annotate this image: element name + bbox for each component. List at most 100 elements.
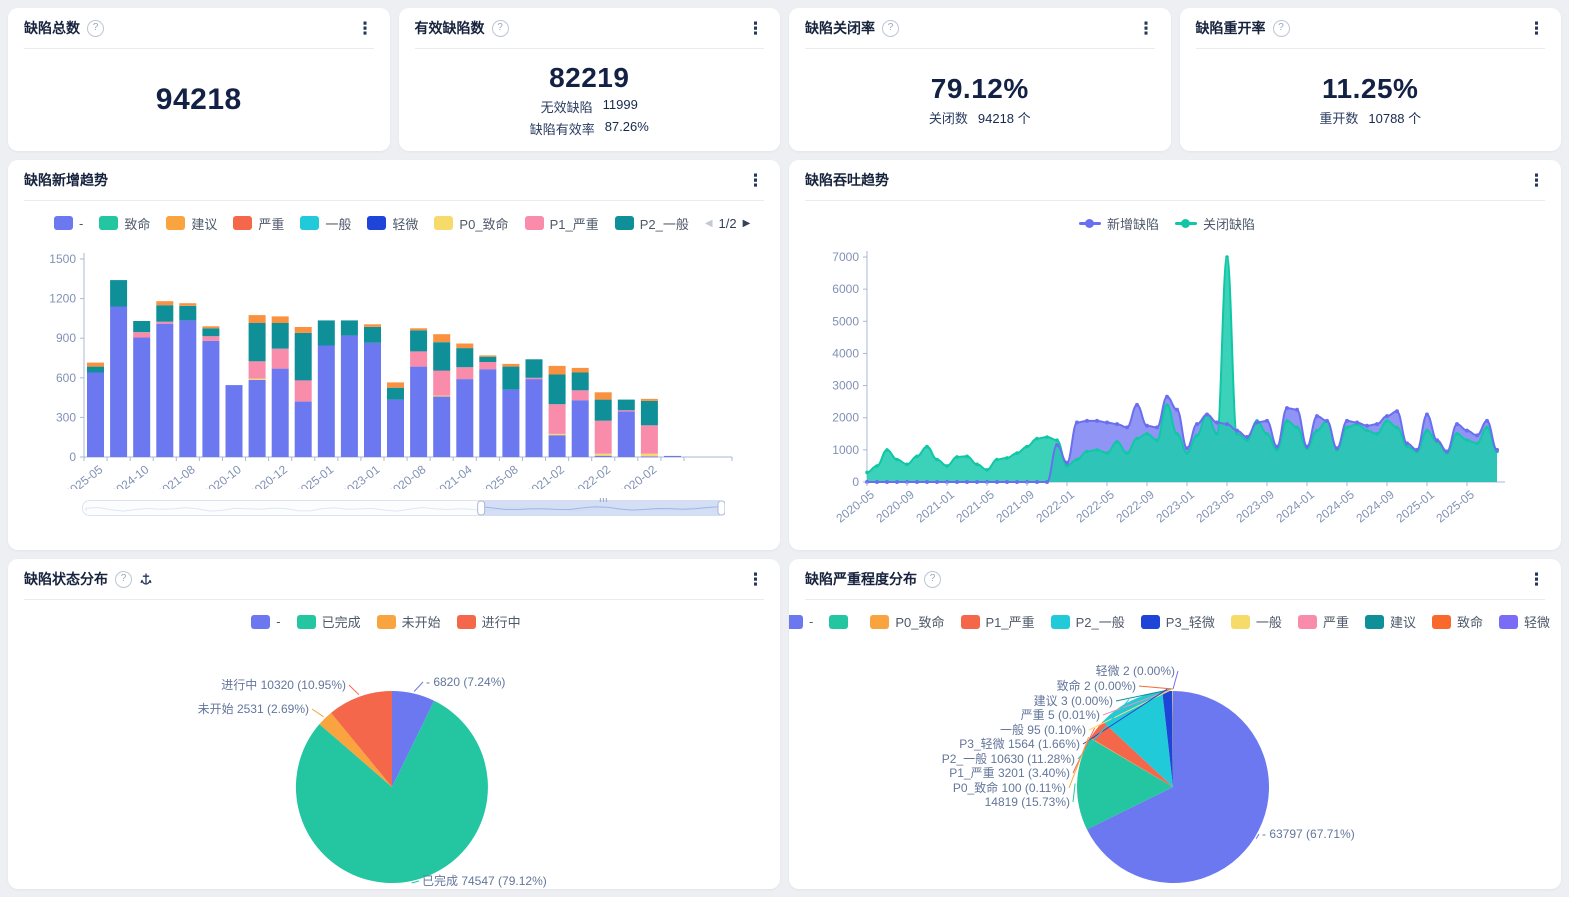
bar-segment[interactable]: [572, 373, 589, 391]
bar-segment[interactable]: [341, 336, 358, 457]
legend-item[interactable]: 新增缺陷: [1079, 214, 1159, 233]
bar-segment[interactable]: [226, 385, 243, 457]
kebab-menu-icon[interactable]: ⋮: [1138, 20, 1155, 37]
legend-item[interactable]: 关闭缺陷: [1175, 214, 1255, 233]
bar-segment[interactable]: [641, 399, 658, 401]
help-icon[interactable]: ?: [115, 571, 132, 588]
bar-segment[interactable]: [433, 342, 450, 370]
bar-segment[interactable]: [595, 392, 612, 399]
data-zoom-slider[interactable]: [82, 497, 732, 519]
bar-segment[interactable]: [618, 410, 635, 411]
bar-segment[interactable]: [133, 332, 150, 337]
bar-segment[interactable]: [479, 357, 496, 362]
bar-segment[interactable]: [272, 349, 289, 369]
bar-segment[interactable]: [133, 321, 150, 332]
bar-segment[interactable]: [295, 402, 312, 457]
bar-segment[interactable]: [410, 351, 427, 366]
bar-segment[interactable]: [295, 327, 312, 333]
legend-item[interactable]: 严重: [1298, 612, 1349, 631]
bar-segment[interactable]: [364, 327, 381, 343]
bar-segment[interactable]: [202, 326, 219, 328]
legend-item[interactable]: 一般: [300, 214, 351, 233]
bar-segment[interactable]: [202, 341, 219, 457]
bar-segment[interactable]: [249, 361, 266, 378]
bar-segment[interactable]: [572, 390, 589, 400]
legend-item[interactable]: P3_轻微: [1141, 612, 1215, 631]
bar-segment[interactable]: [110, 307, 127, 458]
bar-segment[interactable]: [456, 348, 473, 367]
bar-segment[interactable]: [549, 434, 566, 435]
bar-segment[interactable]: [156, 322, 173, 324]
legend-item[interactable]: 未开始: [377, 612, 441, 631]
bar-segment[interactable]: [502, 390, 519, 457]
legend-item[interactable]: P0_致命: [870, 612, 944, 631]
bar-segment[interactable]: [364, 324, 381, 327]
bar-segment[interactable]: [549, 375, 566, 405]
legend-item[interactable]: 一般: [1231, 612, 1282, 631]
bar-segment[interactable]: [156, 301, 173, 305]
bar-segment[interactable]: [526, 378, 543, 379]
data-zoom-window[interactable]: [481, 501, 724, 516]
legend-item[interactable]: -: [54, 216, 83, 231]
bar-segment[interactable]: [295, 333, 312, 381]
bar-segment[interactable]: [110, 280, 127, 306]
bar-segment[interactable]: [249, 380, 266, 457]
bar-segment[interactable]: [572, 400, 589, 457]
bar-segment[interactable]: [433, 371, 450, 396]
legend-item[interactable]: 致命: [1432, 612, 1483, 631]
bar-segment[interactable]: [595, 456, 612, 457]
bar-segment[interactable]: [572, 368, 589, 373]
bar-segment[interactable]: [387, 400, 404, 457]
kebab-menu-icon[interactable]: ⋮: [1528, 20, 1545, 37]
legend-item[interactable]: 致命: [99, 214, 150, 233]
bar-segment[interactable]: [456, 367, 473, 379]
legend-item[interactable]: [829, 615, 854, 629]
help-icon[interactable]: ?: [1273, 20, 1290, 37]
bar-segment[interactable]: [502, 367, 519, 390]
bar-segment[interactable]: [410, 367, 427, 457]
bar-segment[interactable]: [595, 421, 612, 454]
legend-item[interactable]: 进行中: [457, 612, 521, 631]
legend-item[interactable]: 建议: [166, 214, 217, 233]
severity-pie-chart[interactable]: 轻微 2 (0.00%)致命 2 (0.00%)建议 3 (0.00%)严重 5…: [789, 634, 1561, 889]
bar-segment[interactable]: [641, 454, 658, 457]
kebab-menu-icon[interactable]: ⋮: [747, 571, 764, 588]
bar-segment[interactable]: [318, 320, 335, 345]
chevron-left-icon[interactable]: ◀: [705, 218, 713, 229]
legend-item[interactable]: -: [789, 614, 813, 629]
bar-segment[interactable]: [433, 396, 450, 397]
legend-item[interactable]: 轻微: [1499, 612, 1550, 631]
bar-segment[interactable]: [433, 396, 450, 457]
status-pie-chart[interactable]: 进行中 10320 (10.95%)未开始 2531 (2.69%)- 6820…: [8, 634, 780, 889]
kebab-menu-icon[interactable]: ⋮: [747, 20, 764, 37]
bar-segment[interactable]: [249, 379, 266, 380]
legend-item[interactable]: 轻微: [367, 214, 418, 233]
bar-segment[interactable]: [249, 323, 266, 361]
bar-segment[interactable]: [87, 373, 104, 458]
bar-segment[interactable]: [387, 382, 404, 387]
throughput-area-chart[interactable]: 010002000300040005000600070002020-052020…: [805, 237, 1546, 547]
bar-segment[interactable]: [179, 306, 196, 321]
legend-item[interactable]: P1_严重: [961, 612, 1035, 631]
legend-item[interactable]: -: [251, 614, 280, 629]
bar-segment[interactable]: [156, 305, 173, 322]
bar-segment[interactable]: [364, 343, 381, 457]
bar-segment[interactable]: [87, 363, 104, 367]
bar-segment[interactable]: [179, 303, 196, 306]
bar-segment[interactable]: [526, 359, 543, 378]
bar-segment[interactable]: [272, 316, 289, 323]
help-icon[interactable]: ?: [924, 571, 941, 588]
bar-segment[interactable]: [295, 380, 312, 401]
help-icon[interactable]: ?: [882, 20, 899, 37]
bar-segment[interactable]: [595, 454, 612, 456]
legend-item[interactable]: 严重: [233, 214, 284, 233]
bar-segment[interactable]: [87, 367, 104, 373]
kebab-menu-icon[interactable]: ⋮: [357, 20, 374, 37]
bar-segment[interactable]: [641, 456, 658, 457]
bar-segment[interactable]: [549, 435, 566, 457]
bar-segment[interactable]: [618, 400, 635, 411]
bar-segment[interactable]: [526, 379, 543, 457]
bar-segment[interactable]: [156, 324, 173, 457]
bar-segment[interactable]: [664, 456, 681, 457]
